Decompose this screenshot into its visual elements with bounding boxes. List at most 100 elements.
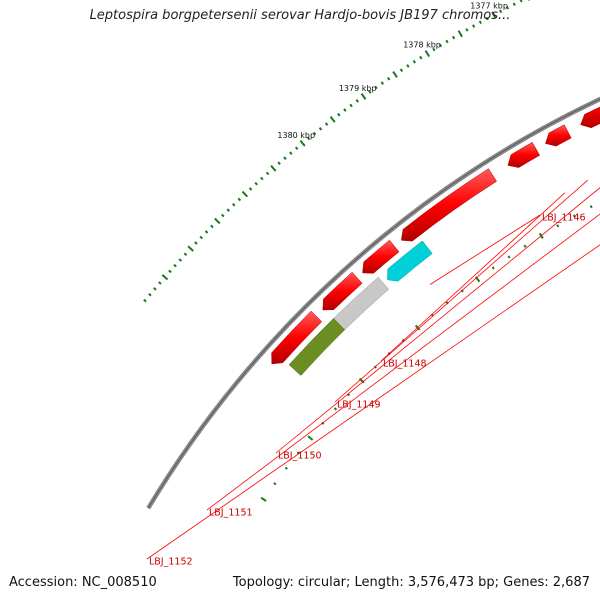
scale-label: 1379 kbp [339, 84, 377, 93]
scale-tick [491, 11, 497, 19]
scale-tick [260, 176, 264, 181]
scale-tick [387, 76, 391, 81]
scale-tick [374, 85, 378, 90]
scale-tick [241, 190, 249, 198]
inner-track-tick [273, 482, 277, 486]
scale-tick [248, 187, 253, 191]
scale-tick [505, 5, 510, 10]
scale-tick [512, 2, 516, 7]
cds-feature [401, 168, 497, 242]
gene-label-lbj_1151: LBJ_1151 [209, 508, 253, 519]
backbone-inner-line [147, 98, 600, 509]
scale-tick [306, 136, 311, 141]
scale-tick [324, 122, 329, 126]
scale-tick [424, 50, 431, 58]
scale-tick [465, 28, 469, 32]
scale-tick [153, 287, 157, 291]
scale-tick [158, 281, 162, 285]
scale-tick [183, 252, 188, 257]
scale-tick [214, 217, 221, 225]
inner-track-tick [358, 377, 365, 384]
gene-label-leader [146, 244, 600, 560]
scale-tick [399, 68, 404, 72]
scale-tick [380, 81, 385, 85]
scale-tick [161, 274, 169, 281]
scale-tick [277, 161, 281, 166]
scale-tick [457, 30, 463, 38]
scale-tick [204, 230, 209, 234]
accession-label: Accession: NC_008510 [9, 575, 157, 590]
gene-label-leader [429, 214, 541, 285]
scale-tick [173, 263, 177, 268]
cds-feature [580, 106, 600, 129]
scale-tick [199, 235, 203, 240]
gene-label-lbj_1150: LBJ_1150 [278, 451, 322, 462]
scale-tick [406, 64, 410, 68]
cds-feature [545, 124, 572, 147]
scale-tick [168, 269, 172, 274]
gene-label-lbj_1149: LBJ_1149 [337, 400, 381, 411]
scale-tick [210, 224, 214, 229]
scale-tick [299, 140, 306, 147]
cds-feature [507, 141, 541, 168]
scale-tick [438, 43, 443, 48]
scale-tick [355, 99, 359, 103]
scale-tick [499, 9, 503, 14]
scale-tick [343, 108, 347, 112]
gene-label-lbj_1146: LBJ_1146 [542, 213, 586, 224]
inner-track-tick [333, 407, 338, 411]
scale-tick [485, 16, 489, 21]
olive-feature [288, 318, 346, 376]
scale-tick [232, 203, 236, 207]
scale-tick [360, 92, 367, 100]
inner-track-tick [572, 214, 576, 218]
cyan-feature [387, 240, 433, 282]
scale-tick [148, 292, 152, 297]
scale-tick [318, 127, 323, 131]
scale-tick [412, 59, 417, 64]
scale-tick [221, 213, 225, 218]
map-title: Leptospira borgpetersenii serovar Hardjo… [89, 8, 511, 23]
scale-tick [392, 70, 398, 78]
gene-label-leader [380, 192, 566, 362]
scale-tick [289, 151, 293, 155]
cds-feature [271, 310, 323, 365]
topology-summary: Topology: circular; Length: 3,576,473 bp… [232, 575, 590, 590]
scale-tick [254, 181, 258, 186]
scale-tick [237, 197, 242, 202]
scale-tick [419, 55, 423, 60]
scale-tick [143, 298, 147, 303]
gene-label-leader [206, 213, 600, 511]
scale-tick [472, 24, 476, 28]
inner-track-tick [307, 435, 314, 441]
gene-label-leader [275, 187, 600, 454]
gene-label-leader [334, 179, 588, 403]
gray-feature [333, 276, 390, 331]
scale-tick [337, 112, 341, 117]
cds-feature [322, 271, 363, 311]
scale-tick [452, 35, 456, 40]
scale-tick [187, 245, 194, 252]
inner-track-tick [507, 255, 511, 259]
scale-tick [349, 103, 353, 108]
scale-tick [283, 156, 287, 160]
scale-tick [445, 39, 449, 44]
inner-track-tick [523, 244, 527, 248]
inner-track-tick [284, 466, 288, 470]
inner-track-tick [491, 266, 495, 270]
scale-tick [519, 0, 523, 3]
inner-track-tick [589, 205, 593, 209]
scale-tick [178, 258, 183, 262]
scale-tick [270, 164, 277, 172]
scale-tick [432, 47, 436, 52]
inner-track-tick [321, 421, 325, 425]
scale-label: 1378 kbp [403, 41, 441, 50]
scale-tick [226, 208, 231, 212]
cds-feature [362, 239, 400, 274]
scale-tick [265, 171, 270, 176]
scale-label: 1377 kbp [470, 2, 508, 11]
scale-tick [368, 90, 372, 94]
scale-tick [478, 20, 482, 25]
